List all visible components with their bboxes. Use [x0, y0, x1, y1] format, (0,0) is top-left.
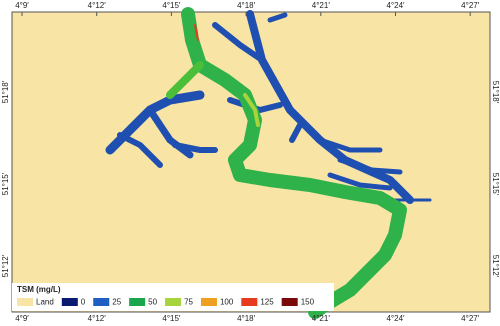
legend-swatch	[129, 298, 145, 306]
lon-label-bottom: 4°15′	[162, 314, 181, 323]
legend-label: 150	[301, 298, 315, 307]
legend-label: 25	[112, 298, 121, 307]
legend-label: 0	[81, 298, 86, 307]
legend-label: 100	[220, 298, 234, 307]
lat-label-right: 51°15′	[491, 173, 500, 196]
lon-label-bottom: 4°9′	[15, 314, 29, 323]
lat-label-left: 51°18′	[1, 80, 10, 103]
lon-label-bottom: 4°12′	[88, 314, 107, 323]
lon-label-top: 4°12′	[88, 1, 107, 10]
lon-label-top: 4°15′	[162, 1, 181, 10]
legend-label: 50	[148, 298, 157, 307]
lon-label-bottom: 4°24′	[386, 314, 405, 323]
lon-label-bottom: 4°27′	[461, 314, 480, 323]
lon-label-top: 4°9′	[15, 1, 29, 10]
lon-label-top: 4°24′	[386, 1, 405, 10]
legend-label: 75	[184, 298, 193, 307]
lat-label-right: 51°12′	[491, 255, 500, 278]
map-figure: 4°9′ 4°9′ 4°12′ 4°12′ 4°15′ 4°15′ 4°18′ 4°18′ 4°…	[0, 0, 500, 326]
legend-swatch	[17, 298, 33, 306]
legend-swatch	[241, 298, 257, 306]
lat-label-left: 51°12′	[1, 254, 10, 277]
legend-swatch	[201, 298, 217, 306]
lat-label-right: 51°18′	[491, 81, 500, 104]
lat-label-left: 51°15′	[1, 172, 10, 195]
lon-label-top: 4°18′	[237, 1, 256, 10]
legend-swatch	[93, 298, 109, 306]
legend-label: Land	[36, 298, 54, 307]
legend-label: 125	[260, 298, 274, 307]
lon-label-top: 4°27′	[461, 1, 480, 10]
map-frame	[12, 12, 490, 312]
legend-swatch	[62, 298, 78, 306]
legend-title: TSM (mg/L)	[17, 285, 61, 294]
lon-label-top: 4°21′	[312, 1, 331, 10]
lon-label-bottom: 4°21′	[312, 314, 331, 323]
legend-swatch	[165, 298, 181, 306]
legend-swatch	[282, 298, 298, 306]
lon-label-bottom: 4°18′	[237, 314, 256, 323]
